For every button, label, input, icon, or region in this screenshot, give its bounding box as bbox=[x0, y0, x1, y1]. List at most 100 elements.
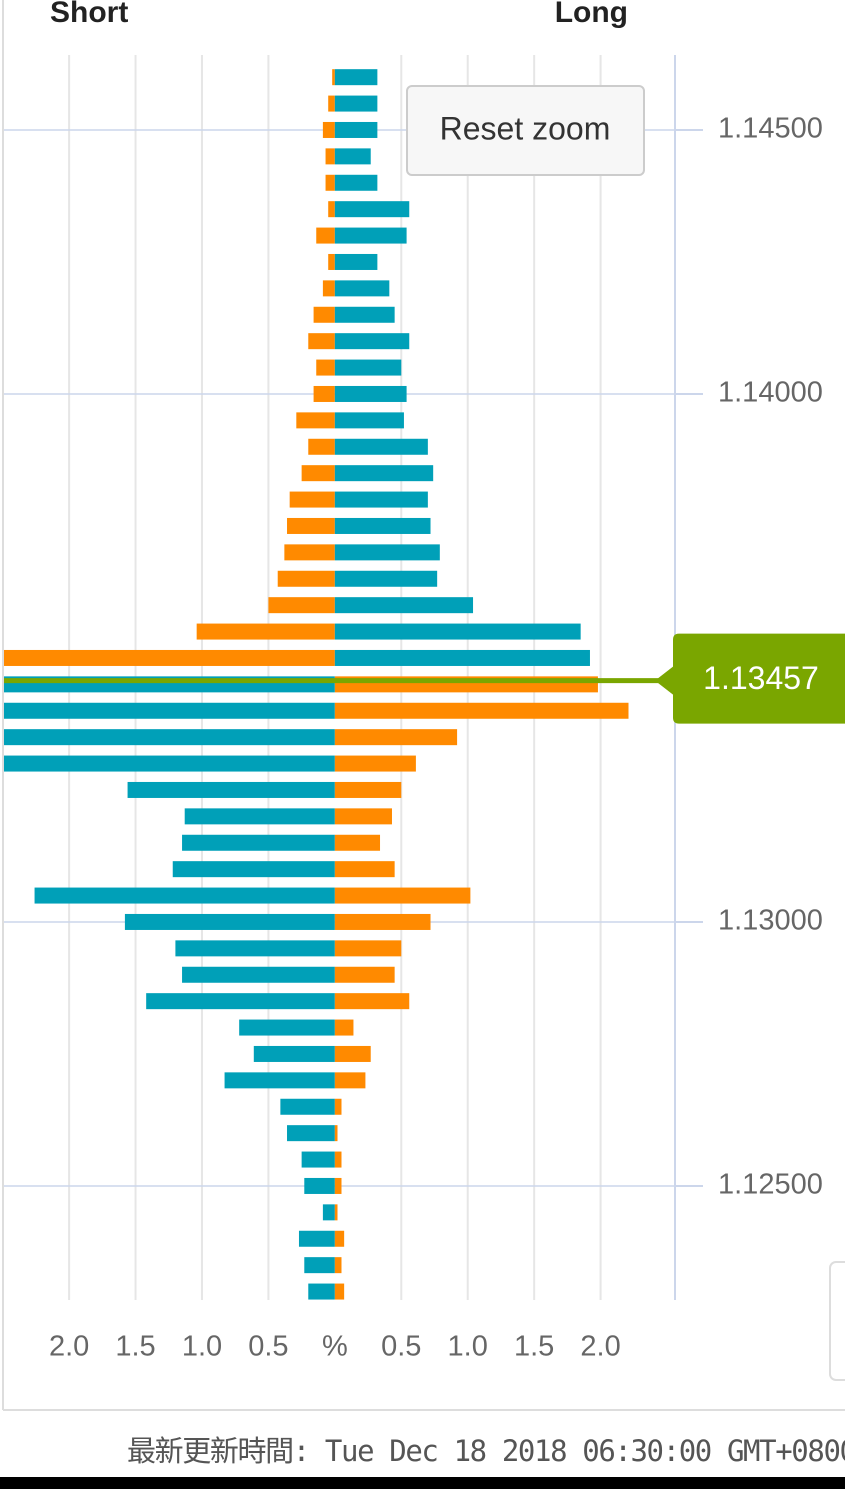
x-tick-label: 0.5 bbox=[248, 1331, 288, 1363]
bar bbox=[334, 544, 440, 561]
y-tick-label: 1.14000 bbox=[718, 377, 823, 409]
bar bbox=[334, 1204, 338, 1221]
bar bbox=[334, 808, 392, 825]
x-tick-label: 1.0 bbox=[182, 1331, 222, 1363]
bar bbox=[332, 69, 335, 86]
bar bbox=[334, 253, 378, 270]
bar bbox=[334, 517, 431, 534]
bar bbox=[334, 69, 378, 86]
reset-zoom-label[interactable]: Reset zoom bbox=[440, 110, 611, 146]
bar bbox=[184, 808, 335, 825]
bar bbox=[301, 1151, 335, 1168]
bar bbox=[334, 412, 404, 429]
bar bbox=[308, 1283, 335, 1300]
bar bbox=[334, 781, 402, 798]
bar bbox=[334, 95, 378, 112]
bar bbox=[316, 359, 335, 376]
bar bbox=[334, 1230, 345, 1247]
bar bbox=[334, 1019, 354, 1036]
bar bbox=[328, 201, 335, 218]
bar bbox=[304, 1257, 335, 1274]
bar bbox=[334, 597, 474, 614]
bar bbox=[334, 306, 395, 323]
bar bbox=[334, 1283, 345, 1300]
current-price-tag bbox=[655, 633, 845, 724]
x-tick-label: 2.0 bbox=[580, 1331, 620, 1363]
bar bbox=[4, 702, 335, 719]
bar bbox=[334, 1045, 371, 1062]
bar bbox=[334, 623, 581, 640]
bar bbox=[124, 913, 335, 930]
reset-zoom-button[interactable] bbox=[406, 85, 645, 176]
bar bbox=[334, 834, 381, 851]
bar bbox=[287, 1125, 335, 1142]
bar bbox=[182, 966, 335, 983]
bar bbox=[172, 861, 335, 878]
bottom-bar bbox=[0, 1477, 845, 1489]
y-tick-label: 1.12500 bbox=[718, 1169, 823, 1201]
bar bbox=[334, 887, 471, 904]
bar bbox=[334, 1257, 342, 1274]
y-tick-label: 1.14500 bbox=[718, 113, 823, 145]
bar bbox=[280, 1098, 335, 1115]
bar bbox=[334, 121, 378, 138]
bar bbox=[296, 412, 335, 429]
bar bbox=[334, 333, 410, 350]
bar bbox=[239, 1019, 335, 1036]
bar bbox=[277, 570, 335, 587]
bar bbox=[334, 201, 410, 218]
bar bbox=[308, 333, 335, 350]
y-tick-label: 1.13000 bbox=[718, 905, 823, 937]
bar bbox=[334, 966, 395, 983]
bar bbox=[334, 280, 390, 297]
bar bbox=[284, 544, 335, 561]
x-tick-label: 1.5 bbox=[514, 1331, 554, 1363]
bar bbox=[334, 861, 395, 878]
current-price-label: 1.13457 bbox=[703, 660, 819, 696]
bar bbox=[182, 834, 335, 851]
bar bbox=[334, 1125, 338, 1142]
bar bbox=[4, 755, 335, 772]
bar bbox=[301, 465, 335, 482]
bar bbox=[334, 1072, 366, 1089]
x-tick-label: 0.5 bbox=[381, 1331, 421, 1363]
bar bbox=[334, 570, 438, 587]
bar bbox=[334, 174, 378, 191]
bar bbox=[289, 491, 335, 508]
bar bbox=[304, 1177, 335, 1194]
bar bbox=[328, 95, 335, 112]
overlay: 1.13457 bbox=[4, 633, 845, 724]
bar bbox=[316, 227, 335, 244]
bar bbox=[334, 438, 428, 455]
bar bbox=[334, 491, 428, 508]
bar bbox=[334, 227, 407, 244]
bar bbox=[287, 517, 335, 534]
bar bbox=[334, 385, 407, 402]
bar bbox=[313, 306, 335, 323]
bar bbox=[334, 1177, 342, 1194]
bar bbox=[334, 940, 402, 957]
footer: 最新更新時間: Tue Dec 18 2018 06:30:00 GMT+080… bbox=[127, 1434, 845, 1468]
short-label: Short bbox=[50, 0, 128, 29]
x-tick-label: 1.0 bbox=[448, 1331, 488, 1363]
bar bbox=[334, 702, 629, 719]
bar bbox=[322, 280, 335, 297]
long-label: Long bbox=[555, 0, 628, 29]
bar bbox=[325, 148, 335, 165]
bar bbox=[334, 359, 402, 376]
bar bbox=[196, 623, 335, 640]
x-tick-label: % bbox=[322, 1331, 348, 1363]
bar bbox=[308, 438, 335, 455]
x-tick-label: 1.5 bbox=[115, 1331, 155, 1363]
bar bbox=[322, 1204, 335, 1221]
bar bbox=[4, 649, 335, 666]
bar bbox=[224, 1072, 335, 1089]
bar bbox=[322, 121, 335, 138]
bar bbox=[325, 174, 335, 191]
bar bbox=[34, 887, 335, 904]
bar bbox=[146, 993, 335, 1010]
bar bbox=[334, 913, 431, 930]
bar bbox=[334, 755, 416, 772]
bar bbox=[328, 253, 335, 270]
